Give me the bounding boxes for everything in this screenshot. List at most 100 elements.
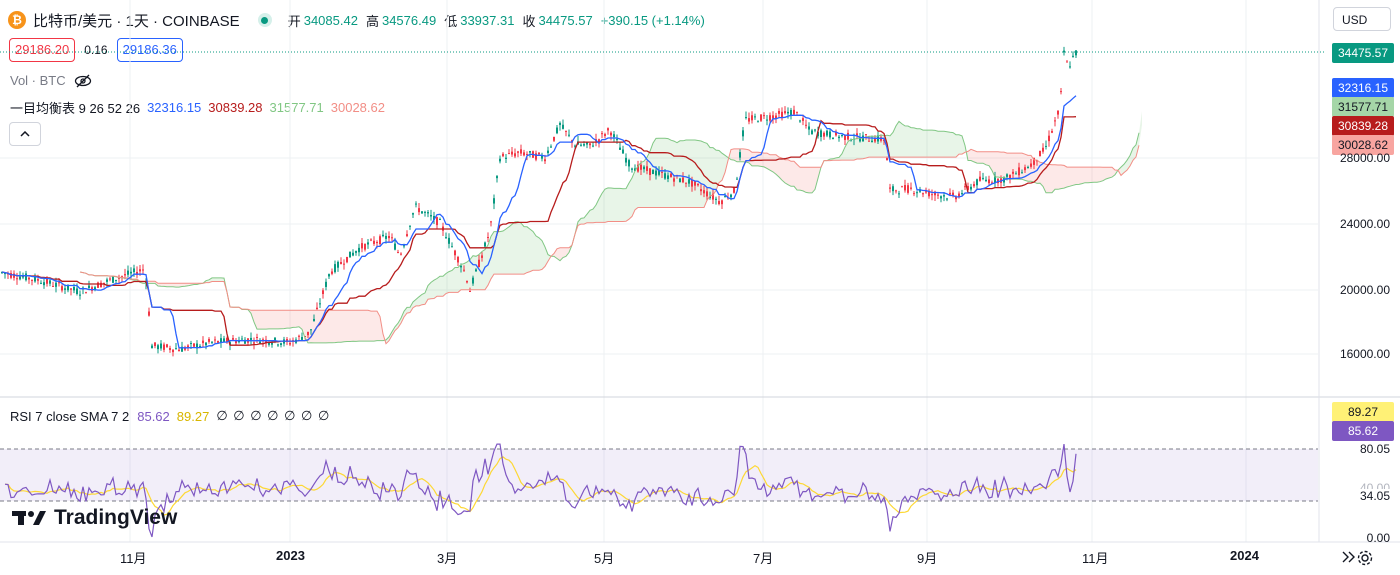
candle-body bbox=[1042, 147, 1044, 152]
candle-body bbox=[514, 153, 516, 157]
cloud-segment bbox=[767, 153, 770, 171]
close-value: 34475.57 bbox=[538, 12, 593, 28]
candle-body bbox=[490, 221, 492, 223]
market-status-icon[interactable] bbox=[257, 13, 272, 27]
cloud-segment bbox=[803, 167, 806, 193]
candle-body bbox=[1054, 120, 1056, 122]
span-b-line bbox=[79, 145, 1140, 345]
candle-body bbox=[394, 243, 396, 250]
candle-body bbox=[952, 192, 954, 196]
cloud-segment bbox=[902, 123, 905, 158]
cloud-segment bbox=[320, 310, 323, 343]
candle-body bbox=[415, 203, 417, 205]
candle-body bbox=[985, 179, 987, 182]
candle-body bbox=[286, 339, 288, 341]
cloud-segment bbox=[959, 134, 962, 155]
cloud-segment bbox=[1091, 167, 1094, 183]
grid bbox=[0, 0, 1318, 542]
cloud-segment bbox=[806, 167, 809, 193]
cloud-segment bbox=[656, 138, 659, 208]
cloud-segment bbox=[428, 282, 431, 300]
cloud-segment bbox=[371, 311, 374, 342]
candle-body bbox=[625, 157, 627, 163]
candle-body bbox=[700, 189, 702, 192]
candle-body bbox=[628, 160, 630, 167]
candle-body bbox=[298, 335, 300, 337]
eye-crossed-icon[interactable] bbox=[74, 74, 92, 88]
cloud-segment bbox=[659, 138, 662, 208]
candle-body bbox=[604, 134, 606, 136]
candle-body bbox=[430, 215, 432, 217]
cloud-segment bbox=[680, 140, 683, 208]
candle-body bbox=[433, 216, 435, 220]
cloud-segment bbox=[485, 244, 488, 290]
cloud-segment bbox=[254, 310, 257, 330]
candle-body bbox=[358, 247, 360, 253]
chart-settings-button[interactable] bbox=[1356, 549, 1374, 567]
cloud-segment bbox=[968, 149, 971, 161]
candle-body bbox=[427, 212, 429, 214]
candle-body bbox=[910, 187, 912, 189]
candle-body bbox=[124, 274, 126, 276]
cloud-segment bbox=[935, 130, 938, 158]
candle-body bbox=[565, 130, 567, 132]
cloud-segment bbox=[173, 283, 176, 288]
cloud-segment bbox=[815, 167, 818, 190]
candle-body bbox=[535, 153, 537, 160]
cloud-segment bbox=[284, 310, 287, 329]
buy-price-button[interactable]: 29186.36 bbox=[116, 38, 183, 62]
candle-body bbox=[1021, 172, 1023, 174]
cloud-segment bbox=[1025, 154, 1028, 182]
cloud-segment bbox=[272, 310, 275, 329]
candle-body bbox=[523, 152, 525, 156]
cloud-segment bbox=[1079, 167, 1082, 185]
last-price-tag[interactable]: 34475.57 bbox=[1332, 43, 1394, 63]
sell-price-button[interactable]: 29186.20 bbox=[9, 38, 76, 62]
candle-body bbox=[25, 273, 27, 281]
cloud-segment bbox=[614, 188, 617, 222]
scroll-to-realtime-button[interactable] bbox=[1340, 550, 1358, 568]
symbol-title[interactable]: 比特币/美元 · 1天 · COINBASE bbox=[33, 12, 240, 30]
candle-body bbox=[706, 191, 708, 197]
cloud-segment bbox=[674, 141, 677, 208]
cloud-segment bbox=[1073, 167, 1076, 186]
cloud-segment bbox=[455, 267, 458, 293]
time-axis[interactable]: 11月 2023 3月 5月 7月 9月 11月 2024 bbox=[0, 548, 1320, 568]
candle-body bbox=[1033, 157, 1035, 165]
quote-row: 29186.20 0.16 29186.36 bbox=[9, 38, 183, 62]
cloud-segment bbox=[1088, 167, 1091, 183]
candle-body bbox=[367, 242, 369, 245]
cloud-segment bbox=[287, 310, 290, 329]
candle-body bbox=[385, 235, 387, 239]
candle-body bbox=[829, 131, 831, 138]
candle-body bbox=[544, 159, 546, 162]
candle-body bbox=[538, 152, 540, 155]
cloud-segment bbox=[617, 188, 620, 222]
candle-body bbox=[859, 137, 861, 142]
collapse-legend-button[interactable] bbox=[9, 122, 41, 146]
candle-body bbox=[463, 269, 465, 271]
cloud-segment bbox=[404, 307, 407, 317]
candle-body bbox=[721, 200, 723, 205]
tradingview-logo[interactable]: TradingView bbox=[12, 506, 177, 530]
candle-body bbox=[583, 144, 585, 146]
cloud-segment bbox=[809, 167, 812, 193]
candle-body bbox=[37, 279, 39, 281]
cloud-segment bbox=[923, 130, 926, 158]
candle-body bbox=[424, 211, 426, 213]
candle-body bbox=[1072, 55, 1074, 57]
currency-selector[interactable]: USD bbox=[1333, 7, 1391, 31]
candle-body bbox=[22, 276, 24, 278]
cloud-segment bbox=[1136, 132, 1139, 157]
candle-body bbox=[961, 193, 963, 195]
cloud-segment bbox=[893, 125, 896, 158]
candle-body bbox=[1075, 50, 1077, 56]
candle-body bbox=[214, 339, 216, 341]
candle-body bbox=[268, 342, 270, 345]
candle-body bbox=[190, 343, 192, 345]
candle-body bbox=[691, 179, 693, 187]
cloud-segment bbox=[179, 283, 182, 288]
cloud-segment bbox=[542, 240, 545, 270]
currency-label: USD bbox=[1342, 13, 1368, 27]
